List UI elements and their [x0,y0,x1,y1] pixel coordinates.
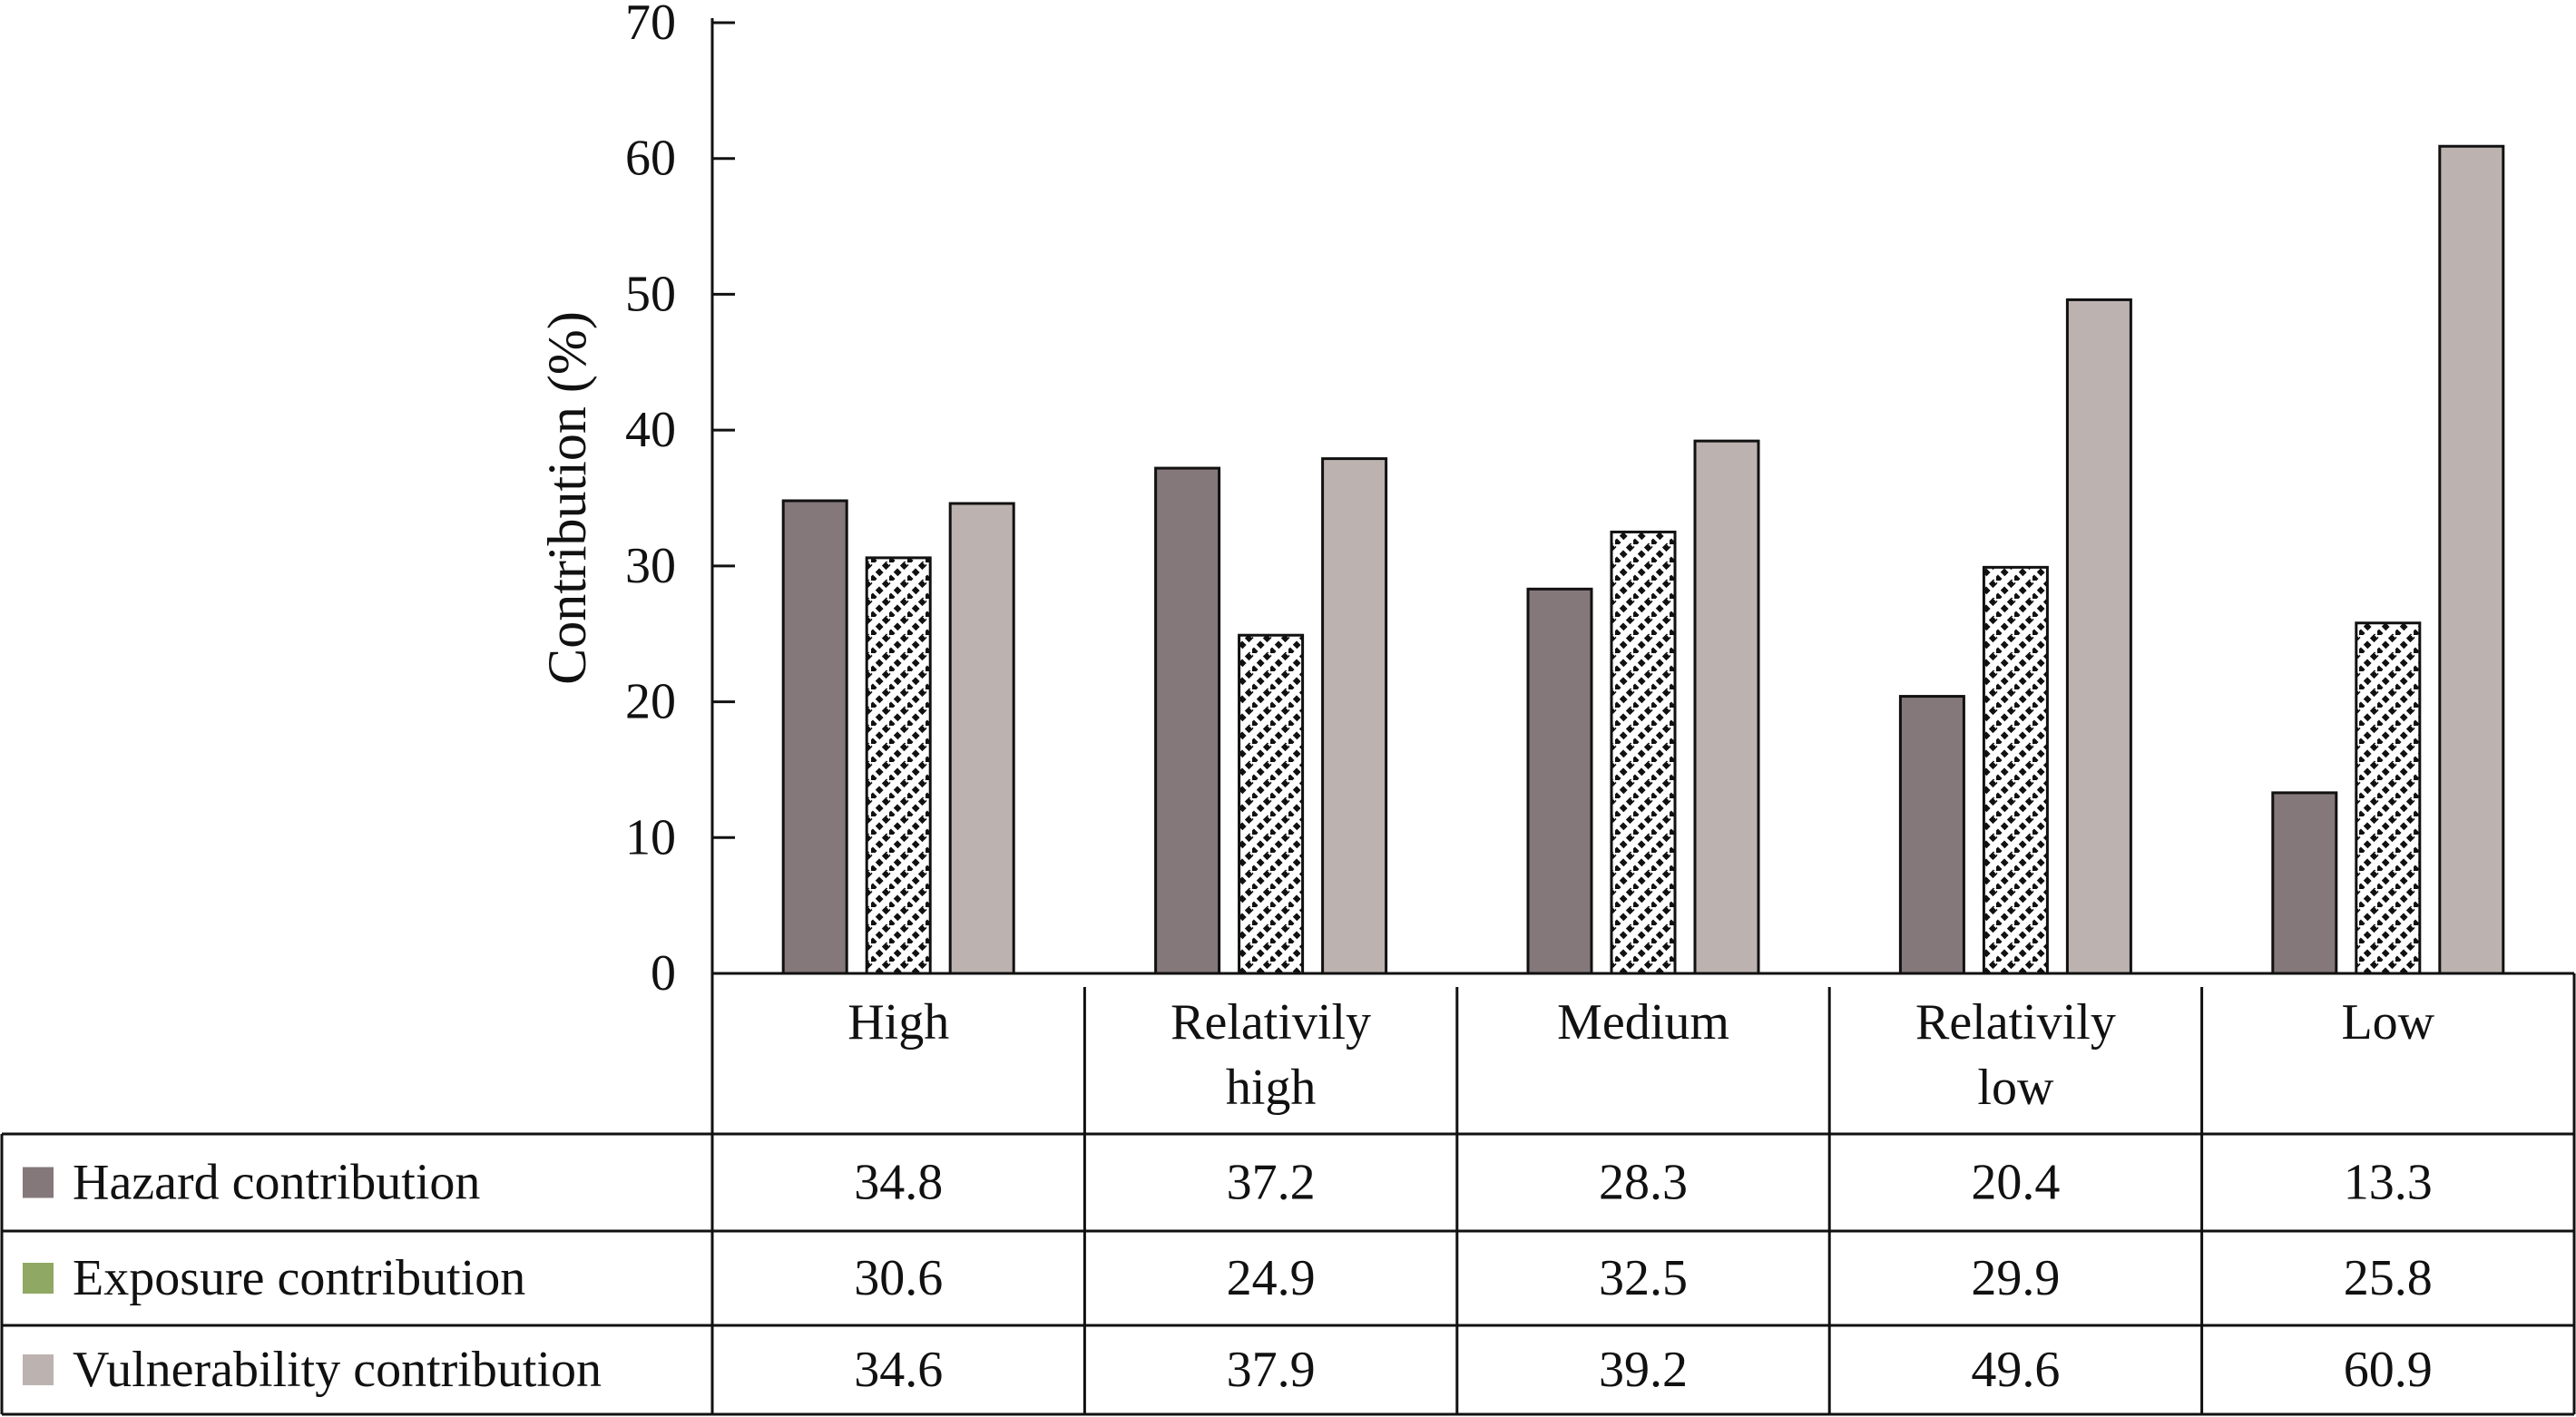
y-tick-label: 60 [625,131,676,187]
y-tick-label: 70 [625,0,676,51]
bar [781,499,848,975]
x-category-label-line: High [847,994,949,1051]
table-cell-value: 34.8 [854,1155,943,1211]
y-tick-label: 10 [625,809,676,865]
y-axis-ticks: 0 10 20 30 40 50 60 70 [625,0,735,1002]
table-cell-value: 13.3 [2344,1155,2433,1211]
table-cell-value: 37.9 [1227,1342,1316,1398]
legend-label: Exposure contribution [73,1250,525,1306]
bars [781,144,2505,975]
table-cell-value: 24.9 [1227,1250,1316,1306]
x-category-label: High [847,994,949,1051]
x-category-label-line: high [1226,1060,1317,1116]
table-cell-value: 39.2 [1599,1342,1688,1398]
bar [2355,621,2422,975]
bar [1693,439,1760,975]
data-table: High Relativily high Medium Relativily low Low… [0,972,2576,1416]
legend-label: Vulnerability contribution [73,1342,602,1398]
x-category-label-line: low [1977,1060,2054,1116]
bar [1898,695,1965,975]
x-category-label: Relativily high [1170,994,1371,1116]
table-cell-value: 28.3 [1599,1155,1688,1211]
table-cell-value: 25.8 [2344,1250,2433,1306]
legend-swatch [23,1354,54,1385]
y-axis-title: Contribution (%) [537,311,597,685]
y-tick-label: 20 [625,674,676,730]
table-cell-value: 20.4 [1971,1155,2060,1211]
bar [2438,144,2505,975]
table-cell-value: 32.5 [1599,1250,1688,1306]
bar [865,556,932,975]
table-cell-value: 60.9 [2344,1342,2433,1398]
y-tick-label: 30 [625,538,676,594]
x-category-label-line: Relativily [1170,994,1371,1051]
bar [1321,457,1388,975]
table-cell-value: 37.2 [1227,1155,1316,1211]
x-category-label: Low [2341,994,2434,1051]
bar [1610,530,1677,975]
bar [2271,791,2338,975]
legend-swatch [23,1167,54,1198]
table-cell-value: 34.6 [854,1342,943,1398]
legend-label: Hazard contribution [73,1155,480,1211]
bar [1238,633,1305,975]
table-cell-value: 30.6 [854,1250,943,1306]
y-tick-label: 40 [625,402,676,458]
x-category-label-line: Low [2341,994,2434,1051]
bar [2065,298,2132,975]
bar [1526,587,1593,975]
bar [948,502,1015,975]
x-category-label-line: Medium [1557,994,1729,1051]
bar [1982,565,2049,975]
x-category-label: Relativily low [1915,994,2116,1116]
x-category-label-line: Relativily [1915,994,2116,1051]
table-cell-value: 29.9 [1971,1250,2060,1306]
table-cell-value: 49.6 [1971,1342,2060,1398]
y-tick-label: 0 [651,945,676,1002]
legend-swatch [23,1263,54,1294]
y-tick-label: 50 [625,266,676,322]
x-category-label: Medium [1557,994,1729,1051]
bar [1154,466,1221,975]
